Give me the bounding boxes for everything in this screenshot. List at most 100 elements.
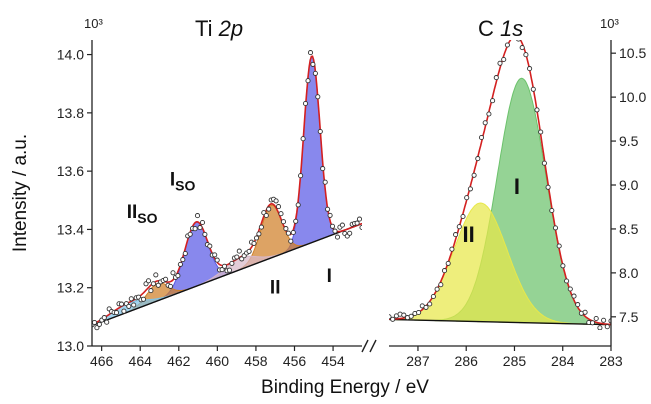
data-point — [293, 218, 299, 224]
data-point — [278, 211, 284, 217]
data-point — [167, 283, 174, 289]
data-point — [251, 240, 257, 246]
x-tick-label: 460 — [206, 353, 230, 369]
y-tick-label: 13.4 — [57, 221, 84, 237]
data-point — [601, 317, 607, 323]
data-point — [175, 273, 181, 279]
data-point — [593, 315, 599, 322]
data-point — [416, 309, 422, 316]
data-point — [256, 231, 262, 237]
y-tick-label: 10.5 — [619, 45, 646, 61]
data-point — [194, 213, 201, 219]
y-tick-label: 8.0 — [619, 265, 639, 281]
data-point — [534, 107, 540, 113]
data-point — [490, 98, 496, 104]
x-tick-label: 462 — [167, 353, 191, 369]
peak-annotation: I — [327, 266, 332, 287]
data-point — [163, 276, 169, 282]
data-point — [430, 293, 436, 300]
data-point — [408, 313, 414, 319]
data-point — [310, 61, 316, 67]
x-tick-label: 456 — [283, 353, 307, 369]
peak-annotation: ISO — [170, 170, 196, 194]
data-point — [236, 248, 242, 254]
data-point — [92, 319, 98, 326]
y-tick-label: 13.2 — [57, 280, 84, 296]
data-point — [445, 260, 451, 266]
data-point — [438, 282, 444, 288]
peak-annotation: II — [270, 278, 281, 299]
data-point — [467, 186, 473, 192]
data-point — [317, 128, 323, 135]
data-point — [126, 303, 132, 309]
data-point — [560, 263, 566, 269]
data-point — [153, 272, 159, 278]
data-point — [527, 66, 533, 72]
background-line — [92, 222, 362, 327]
data-point — [589, 320, 596, 326]
y-tick-label: 8.5 — [619, 221, 639, 237]
data-point — [475, 156, 481, 162]
data-point — [389, 314, 392, 320]
data-point — [263, 212, 269, 219]
data-point — [441, 268, 448, 274]
data-point — [283, 226, 289, 232]
data-point — [322, 179, 328, 185]
data-point — [280, 219, 287, 225]
data-point — [221, 263, 228, 269]
data-point — [564, 278, 570, 284]
data-point — [401, 312, 407, 318]
data-point — [516, 40, 521, 42]
data-point — [177, 261, 183, 267]
data-point — [307, 50, 314, 56]
data-point — [140, 296, 147, 302]
data-point — [538, 129, 544, 135]
data-point — [575, 302, 581, 308]
data-point — [104, 319, 110, 325]
x-tick-label: 454 — [321, 353, 345, 369]
data-point — [556, 243, 562, 249]
data-point — [390, 316, 396, 322]
data-point — [464, 195, 470, 201]
data-point — [258, 224, 264, 230]
y-tick-label: 13.8 — [57, 105, 84, 121]
data-point — [101, 315, 107, 321]
data-point — [332, 228, 338, 234]
x-tick-label: 283 — [599, 353, 623, 369]
data-point — [305, 78, 311, 84]
data-point — [302, 100, 309, 107]
data-point — [118, 301, 125, 307]
data-point — [449, 246, 455, 252]
data-point — [523, 52, 529, 58]
data-point — [180, 257, 186, 263]
peak-component-0-0 — [92, 55, 362, 327]
data-point — [434, 286, 440, 292]
data-point — [456, 224, 462, 230]
data-point — [96, 321, 102, 327]
data-point — [94, 325, 100, 331]
data-point — [486, 111, 492, 117]
data-point — [288, 238, 294, 244]
data-point — [145, 278, 152, 284]
y-tick-label: 13.6 — [57, 163, 84, 179]
c-1s-title: C 1s — [478, 16, 523, 41]
data-point — [325, 206, 331, 212]
data-point — [478, 134, 485, 141]
data-point — [113, 310, 120, 316]
data-point — [504, 42, 510, 48]
peak-annotation: II — [463, 222, 475, 247]
data-point — [182, 250, 188, 257]
data-point — [290, 229, 296, 236]
data-point — [312, 70, 318, 76]
x-tick-label: 284 — [551, 353, 575, 369]
data-point — [545, 184, 551, 190]
data-point — [298, 173, 304, 179]
y-tick-label: 9.5 — [619, 133, 639, 149]
data-point — [315, 94, 321, 100]
x-tick-label: 287 — [406, 353, 430, 369]
data-point — [150, 281, 156, 287]
y-tick-label: 9.0 — [619, 177, 639, 193]
peak-annotation: I — [514, 174, 520, 199]
data-point — [219, 267, 225, 273]
